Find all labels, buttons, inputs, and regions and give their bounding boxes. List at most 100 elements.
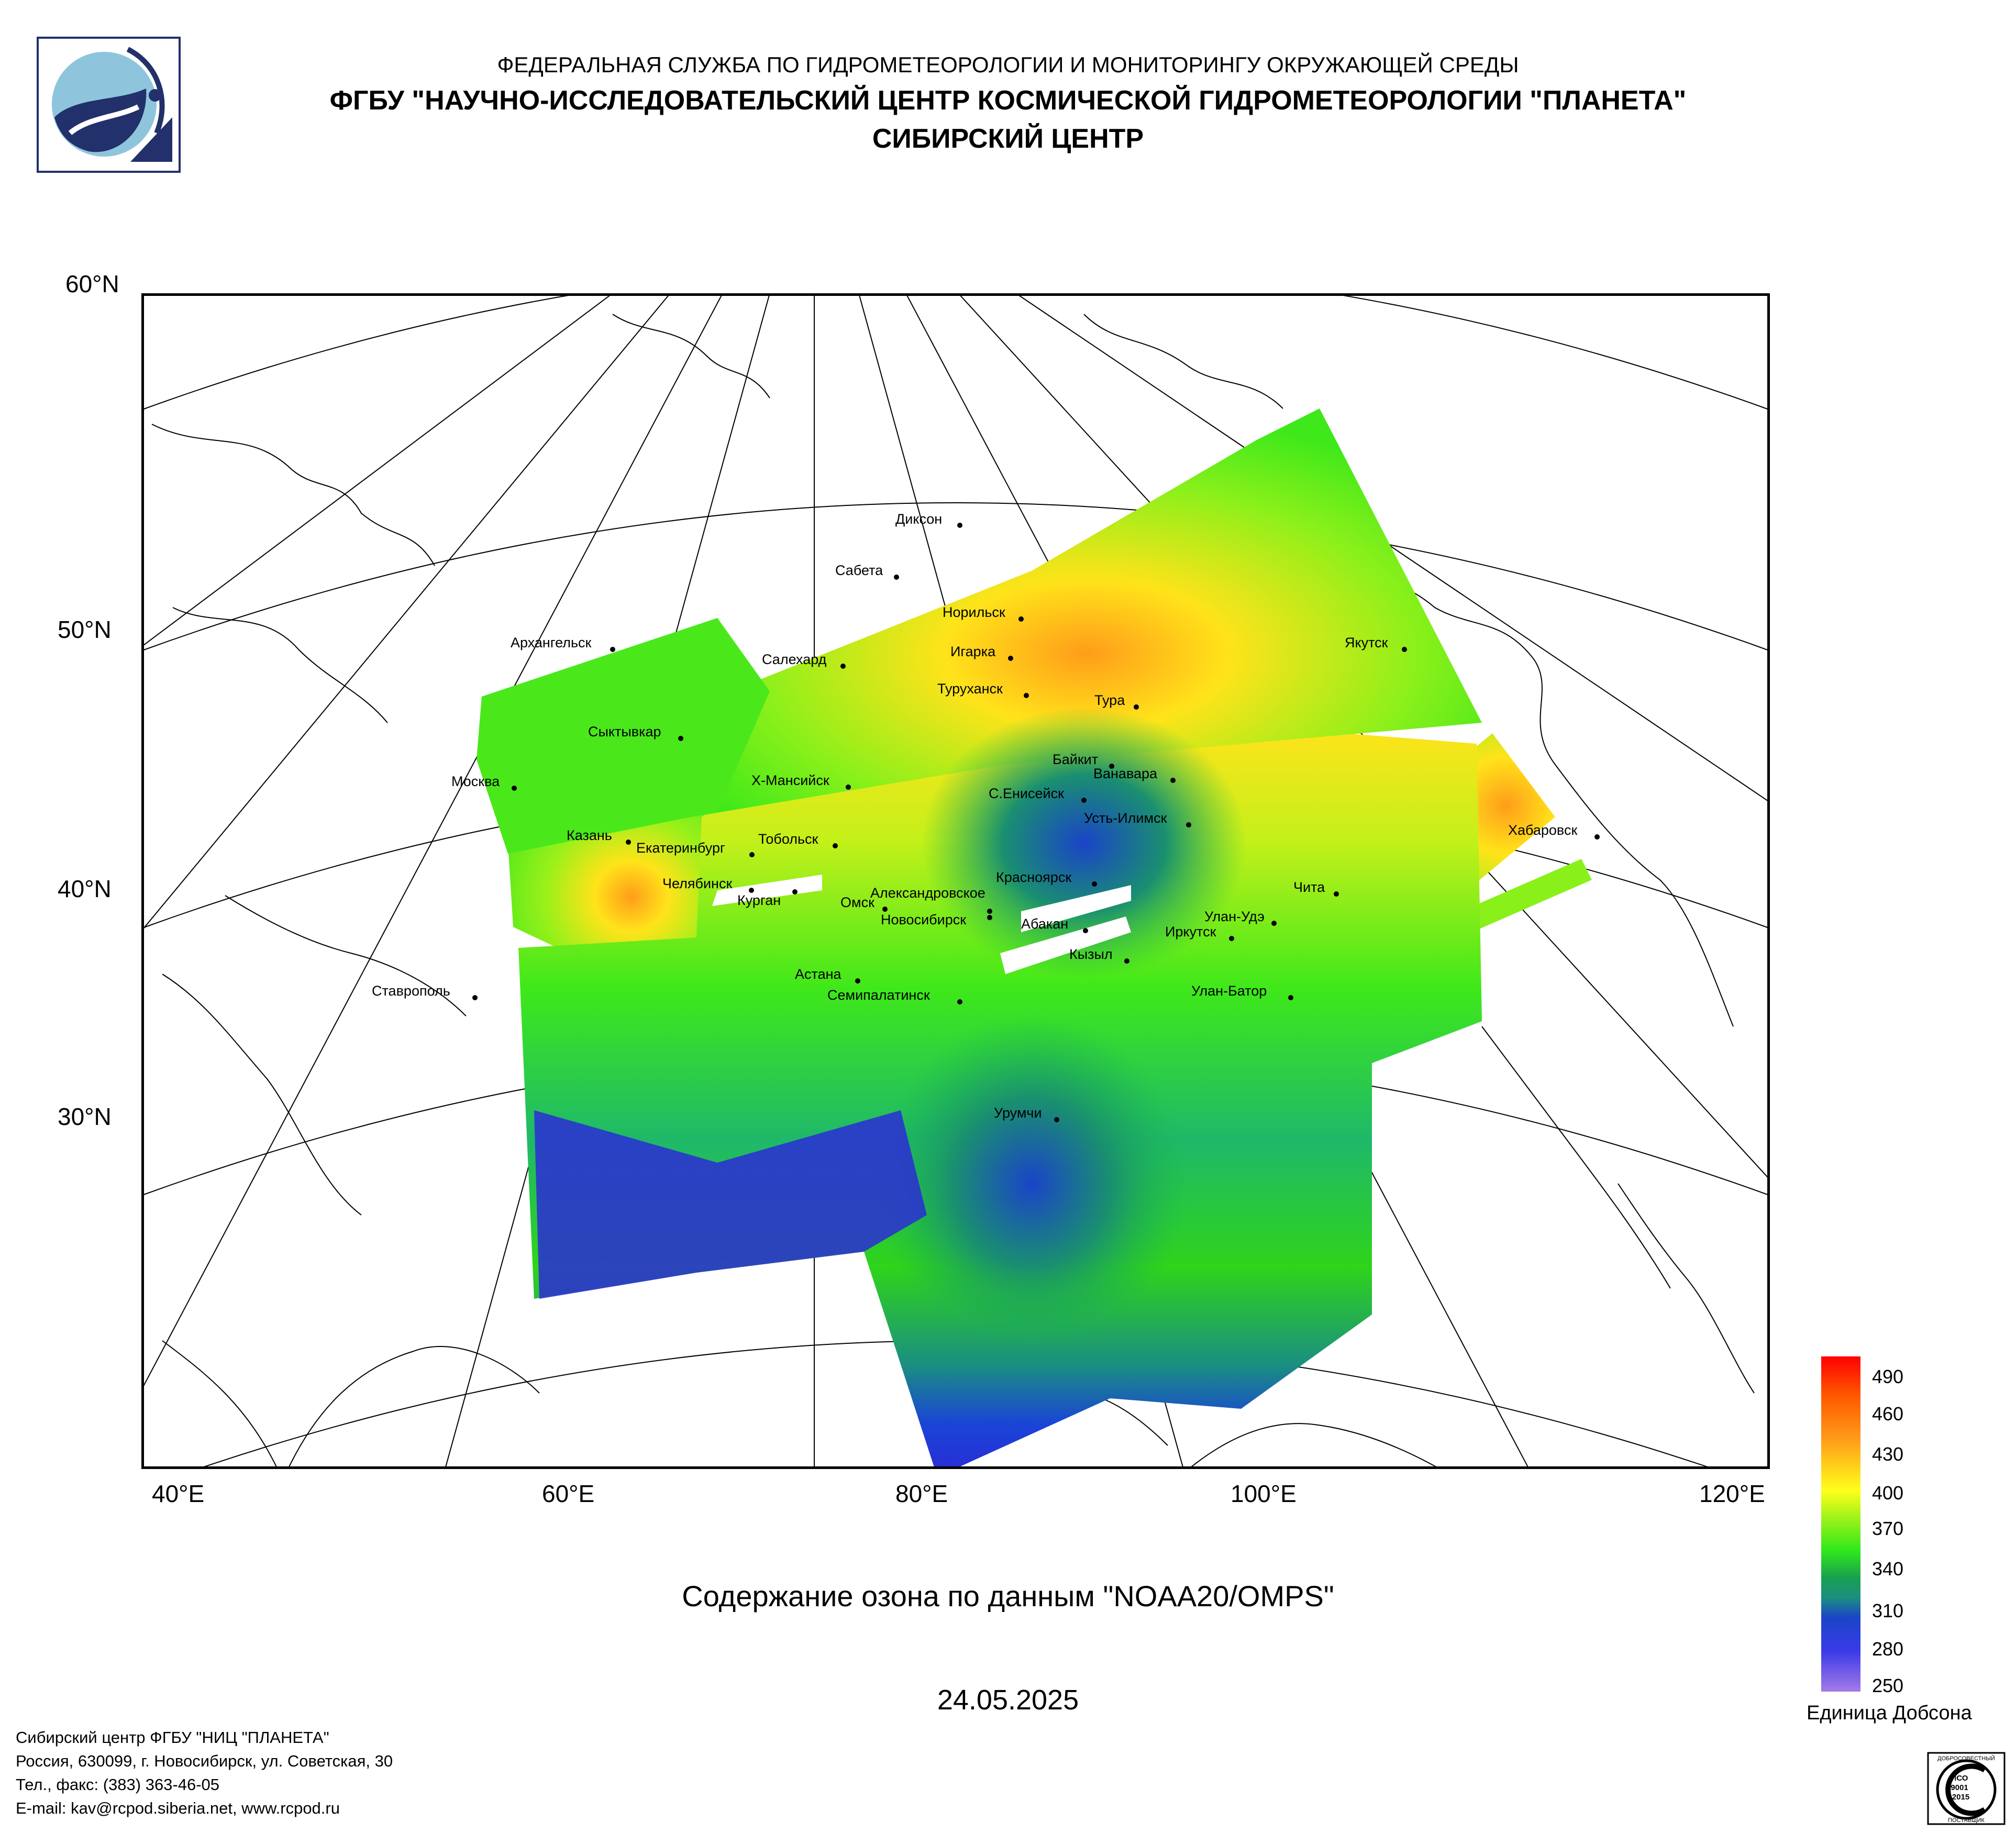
coastlines [151, 314, 1755, 1470]
city-novosibirsk: Новосибирск [881, 912, 992, 927]
city-urumchi: Урумчи [994, 1105, 1059, 1122]
city-ekaterinburg: Екатеринбург [636, 840, 755, 857]
city-ulan-bator: Улан-Батор [1191, 983, 1293, 1000]
city-label: Ванавара [1093, 766, 1158, 781]
city-khabarovsk: Хабаровск [1508, 822, 1600, 840]
city-label: Чита [1293, 879, 1325, 895]
city-dikson: Диксон [895, 511, 962, 528]
city-label: Кызыл [1069, 946, 1113, 962]
city-tura: Тура [1094, 692, 1139, 710]
ozone-low-southwest [534, 1110, 927, 1299]
lon-label-120: 120°E [1699, 1480, 1765, 1507]
legend-tick-490: 490 [1872, 1366, 1904, 1387]
lat-label-30: 30°N [58, 1103, 112, 1130]
ozone-swath-northwest [477, 618, 770, 854]
city-label: Абакан [1021, 916, 1068, 932]
footer-address: Россия, 630099, г. Новосибирск, ул. Сове… [16, 1752, 393, 1770]
city-label: Челябинск [662, 876, 732, 891]
map-border [141, 293, 1770, 1470]
city-label: Александровское [870, 885, 985, 901]
city-sabeta: Сабета [835, 562, 899, 580]
city-irkutsk: Иркутск [1165, 924, 1234, 941]
city-label: Хабаровск [1508, 822, 1577, 838]
city-label: Тура [1094, 692, 1125, 708]
city-label: Семипалатинск [827, 987, 930, 1003]
city-label: Новосибирск [881, 912, 966, 927]
lon-label-40: 40°E [152, 1480, 205, 1507]
legend-tick-280: 280 [1872, 1638, 1904, 1660]
lat-label-40: 40°N [58, 875, 112, 902]
city-chita: Чита [1293, 879, 1339, 897]
swath-gap-2 [1000, 916, 1131, 974]
city-igarka: Игарка [950, 644, 1013, 661]
svg-text:-2015: -2015 [1949, 1793, 1969, 1802]
city-label: Усть-Илимск [1084, 810, 1167, 826]
city-label: Салехард [762, 652, 827, 667]
ozone-swath-north [691, 408, 1482, 817]
center-name: СИБИРСКИЙ ЦЕНТР [872, 124, 1144, 154]
city-chelyabinsk: Челябинск [662, 876, 754, 893]
ozone-low-south [874, 1016, 1189, 1351]
city-label: Москва [451, 774, 500, 789]
city-label: Диксон [895, 511, 942, 527]
svg-text:ПОСТАВЩИК: ПОСТАВЩИК [1948, 1817, 1985, 1824]
legend-tick-430: 430 [1872, 1443, 1904, 1465]
city-markers: Диксон Сабета Норильск Игарка Салехард Т… [372, 511, 1600, 1122]
footer-contact: E-mail: kav@rcpod.siberia.net, www.rcpod… [16, 1799, 340, 1817]
city-label: Улан-Батор [1191, 983, 1267, 999]
city-label: Омск [840, 895, 874, 910]
iso-certification-badge: ДОБРОСОВЕСТНЫЙ ИСО 9001 -2015 ПОСТАВЩИК [1927, 1752, 2006, 1825]
footer-org: Сибирский центр ФГБУ "НИЦ "ПЛАНЕТА" [16, 1728, 329, 1747]
city-label: Урумчи [994, 1105, 1042, 1121]
city-tobolsk: Тобольск [758, 831, 838, 848]
city-stavropol: Ставрополь [372, 983, 478, 1000]
map-date: 24.05.2025 [937, 1684, 1079, 1716]
footer-phone: Тел., факс: (383) 363-46-05 [16, 1775, 220, 1794]
legend-tick-370: 370 [1872, 1518, 1904, 1539]
legend-tick-250: 250 [1872, 1675, 1904, 1696]
city-label: Сабета [835, 562, 883, 578]
city-label: Норильск [943, 604, 1005, 620]
city-norilsk: Норильск [943, 604, 1024, 622]
city-label: Ставрополь [372, 983, 450, 999]
institute-name: ФГБУ "НАУЧНО-ИССЛЕДОВАТЕЛЬСКИЙ ЦЕНТР КОС… [329, 85, 1687, 116]
svg-text:9001: 9001 [1951, 1783, 1968, 1792]
city-label: Улан-Удэ [1204, 909, 1265, 924]
city-yakutsk: Якутск [1345, 635, 1407, 652]
city-label: Туруханск [937, 681, 1003, 697]
city-ulan-ude: Улан-Удэ [1204, 909, 1277, 926]
organization-logo [37, 37, 181, 173]
lon-label-60: 60°E [542, 1480, 595, 1507]
city-label: Сыктывкар [588, 724, 661, 739]
legend-tick-310: 310 [1872, 1600, 1904, 1621]
city-omsk: Омск [840, 895, 888, 912]
city-abakan: Абакан [1021, 916, 1088, 933]
svg-text:ИСО: ИСО [1951, 1774, 1968, 1783]
swath-gap-3 [712, 875, 822, 906]
agency-name: ФЕДЕРАЛЬНАЯ СЛУЖБА ПО ГИДРОМЕТЕОРОЛОГИИ … [497, 52, 1519, 77]
lon-label-80: 80°E [895, 1480, 948, 1507]
city-label: Екатеринбург [636, 840, 725, 856]
city-syktyvkar: Сыктывкар [588, 724, 683, 741]
city-label: Иркутск [1165, 924, 1216, 940]
city-khanty-mansiysk: Х-Мансийск [751, 772, 851, 790]
city-salekhard: Салехард [762, 652, 846, 669]
city-baikit: Байкит [1053, 752, 1114, 769]
legend-tick-400: 400 [1872, 1482, 1904, 1504]
city-moskva: Москва [451, 774, 517, 791]
city-label: Х-Мансийск [751, 772, 829, 788]
city-astana: Астана [795, 966, 860, 984]
city-label: Байкит [1053, 752, 1098, 767]
city-label: С.Енисейск [989, 786, 1064, 801]
city-ust-ilimsk: Усть-Илимск [1084, 810, 1191, 827]
city-krasnoyarsk: Красноярск [996, 869, 1097, 887]
city-vanavara: Ванавара [1093, 766, 1176, 783]
city-label: Тобольск [758, 831, 818, 847]
ozone-map: Диксон Сабета Норильск Игарка Салехард Т… [0, 261, 1875, 1530]
city-label: Казань [567, 827, 612, 843]
city-label: Якутск [1345, 635, 1388, 650]
lon-label-100: 100°E [1231, 1480, 1297, 1507]
lat-label-60: 60°N [65, 270, 119, 297]
city-aleksandrovskoe: Александровское [870, 885, 992, 914]
legend-tick-460: 460 [1872, 1403, 1904, 1425]
